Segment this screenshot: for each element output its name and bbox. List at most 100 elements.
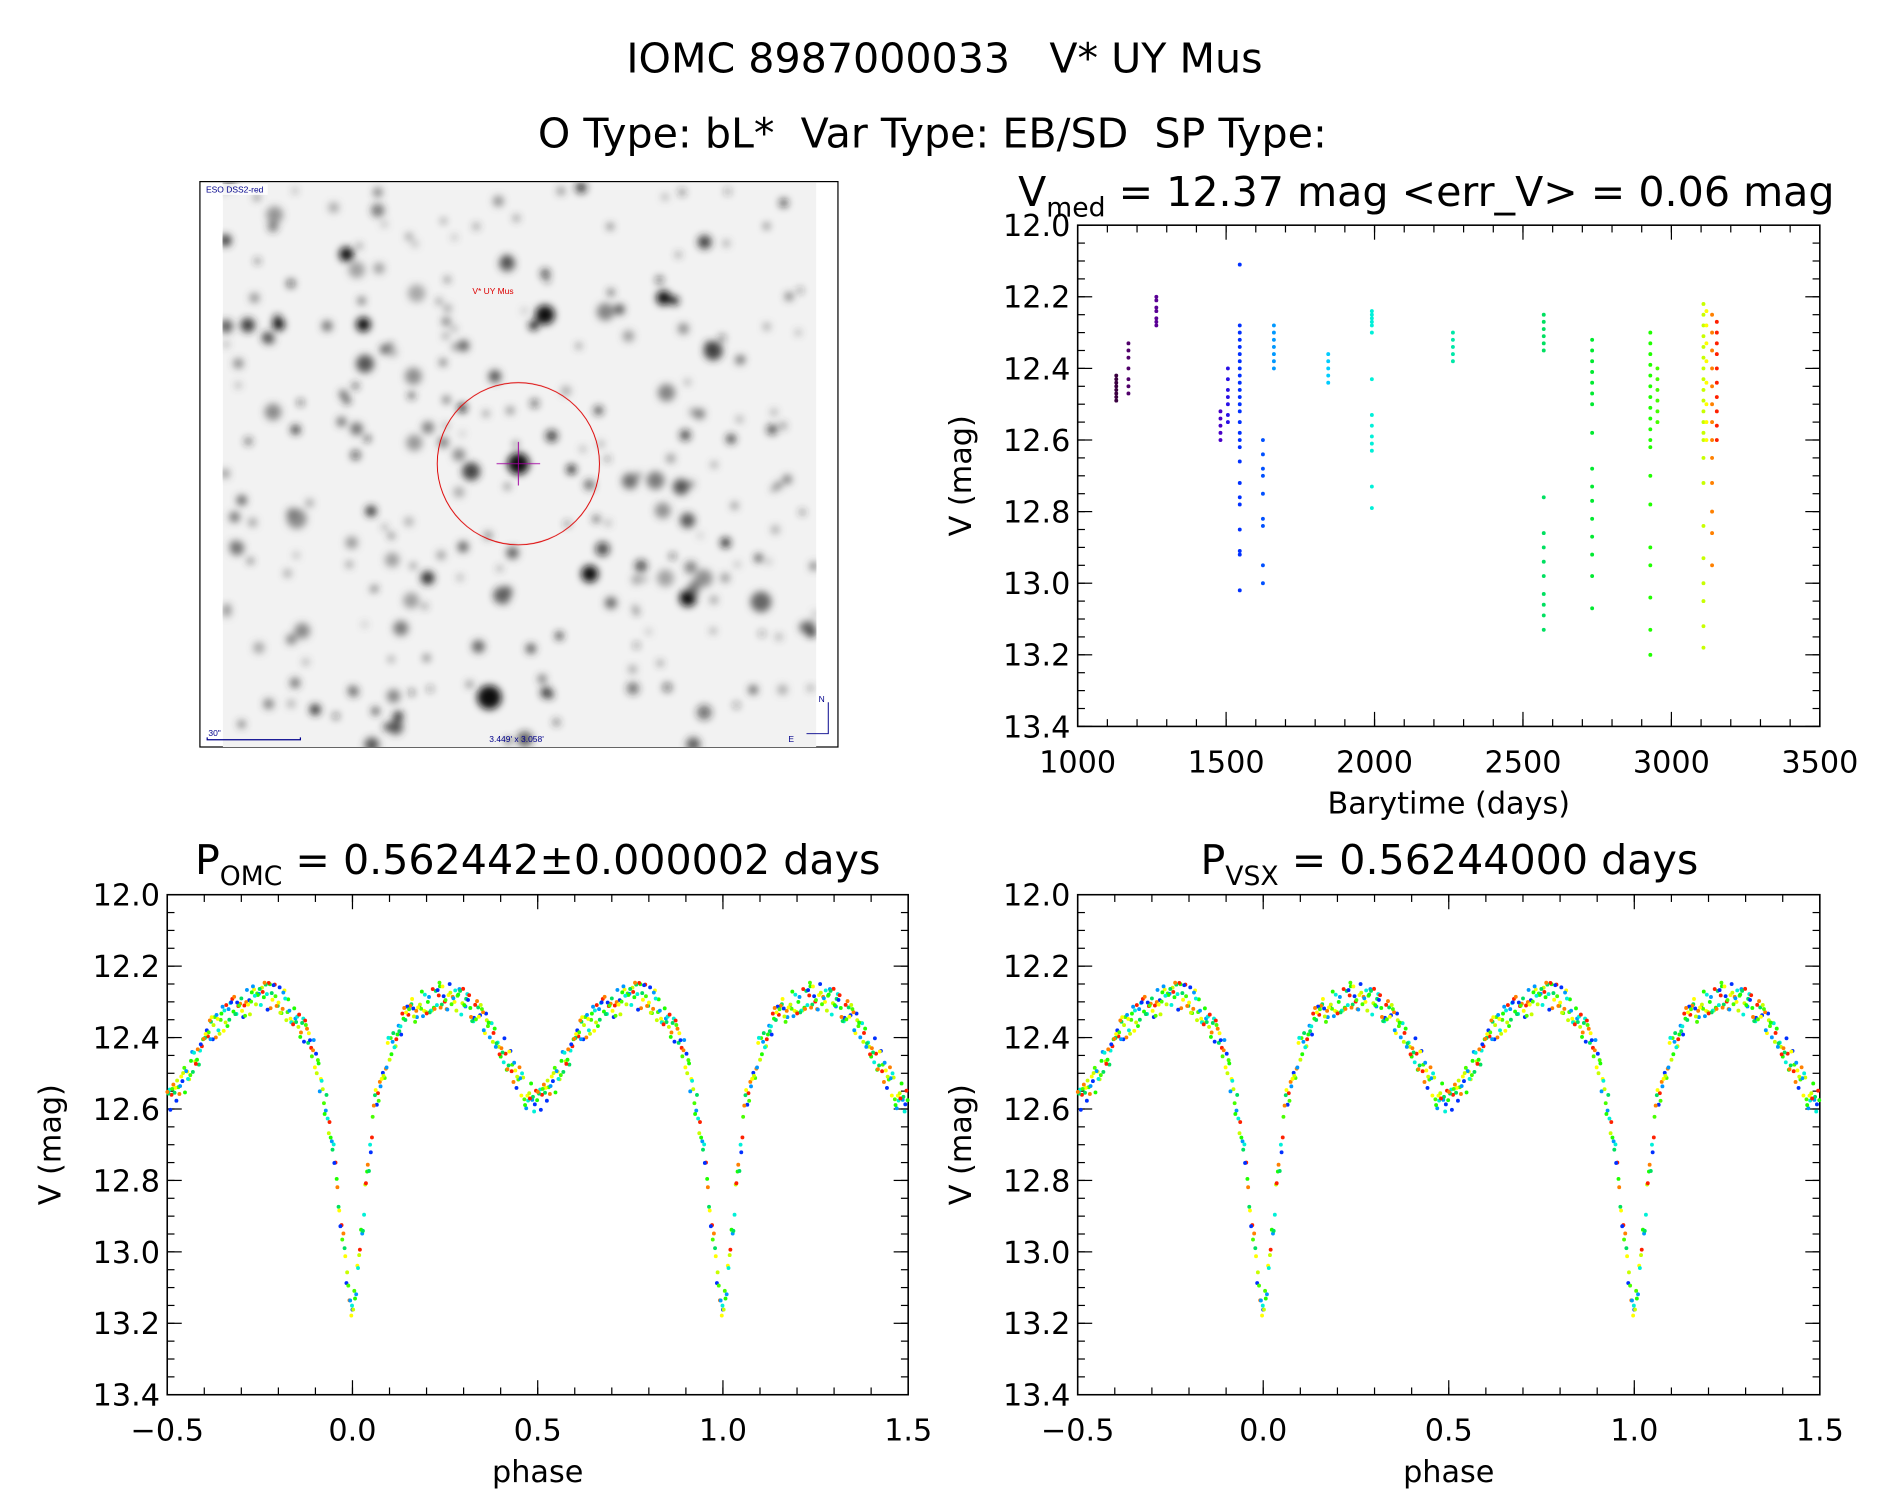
data-point bbox=[1469, 1073, 1474, 1078]
data-point bbox=[736, 1162, 741, 1167]
data-point bbox=[618, 1012, 623, 1017]
star-blob bbox=[410, 563, 416, 569]
star-blob bbox=[506, 738, 512, 744]
data-point bbox=[1155, 987, 1160, 992]
star-blob bbox=[583, 479, 595, 491]
data-point bbox=[854, 1011, 859, 1016]
data-point bbox=[1272, 1212, 1277, 1217]
data-point bbox=[592, 1028, 597, 1033]
data-point bbox=[303, 1018, 308, 1023]
star-blob bbox=[607, 288, 615, 296]
data-point bbox=[1278, 1142, 1283, 1147]
data-point bbox=[1373, 1003, 1378, 1008]
data-point bbox=[1384, 1002, 1389, 1007]
data-point bbox=[1460, 1074, 1465, 1079]
star-blob bbox=[286, 634, 297, 645]
star-blob bbox=[384, 552, 400, 568]
data-point bbox=[843, 1002, 848, 1007]
data-point bbox=[659, 1016, 663, 1021]
data-point bbox=[1126, 341, 1131, 346]
data-point bbox=[1237, 373, 1242, 378]
data-point bbox=[1287, 1098, 1292, 1103]
data-point bbox=[1237, 359, 1242, 364]
data-point bbox=[1369, 441, 1374, 446]
data-point bbox=[746, 1091, 751, 1096]
star-blob bbox=[506, 406, 514, 415]
star-blob bbox=[614, 304, 625, 315]
data-point bbox=[1516, 1000, 1521, 1005]
data-point bbox=[756, 1035, 761, 1040]
data-point bbox=[1087, 1092, 1092, 1096]
star-blob bbox=[451, 343, 459, 351]
data-point bbox=[680, 1054, 685, 1059]
data-point bbox=[427, 995, 431, 999]
compass-icon bbox=[806, 702, 829, 735]
data-point bbox=[1130, 1011, 1134, 1016]
data-point bbox=[300, 1021, 305, 1025]
data-point bbox=[1193, 996, 1198, 1001]
data-point bbox=[1369, 484, 1374, 489]
data-point bbox=[1237, 549, 1242, 553]
star-blob bbox=[680, 512, 696, 528]
y-tick-label: 12.8 bbox=[1003, 496, 1070, 531]
data-point bbox=[678, 1038, 683, 1043]
data-point bbox=[1282, 1103, 1287, 1108]
data-point bbox=[1493, 1023, 1498, 1028]
data-point bbox=[1580, 1034, 1584, 1039]
star-blob bbox=[352, 382, 359, 390]
data-point bbox=[605, 1000, 610, 1005]
data-point bbox=[368, 1142, 373, 1147]
data-point bbox=[1703, 1014, 1707, 1019]
data-point bbox=[1260, 491, 1265, 496]
data-point bbox=[1369, 316, 1374, 321]
data-point bbox=[715, 1270, 720, 1275]
data-point bbox=[1237, 387, 1242, 392]
data-point bbox=[1475, 1061, 1480, 1066]
data-point bbox=[847, 1014, 852, 1019]
data-point bbox=[500, 1050, 505, 1055]
star-blob bbox=[657, 660, 664, 667]
data-point bbox=[1102, 1050, 1107, 1055]
data-point bbox=[1182, 983, 1187, 988]
star-blob bbox=[502, 597, 509, 605]
data-point bbox=[1620, 1224, 1625, 1229]
star-blob bbox=[779, 421, 787, 430]
data-point bbox=[812, 994, 817, 999]
data-point bbox=[456, 992, 461, 997]
data-point bbox=[1541, 312, 1546, 317]
data-point bbox=[190, 1069, 195, 1074]
data-point bbox=[1221, 1048, 1226, 1053]
data-point bbox=[1656, 1102, 1661, 1107]
data-point bbox=[459, 1012, 464, 1017]
data-point bbox=[211, 1023, 216, 1028]
data-point bbox=[741, 1114, 746, 1119]
data-point bbox=[1107, 1062, 1112, 1067]
data-point bbox=[1306, 1032, 1311, 1037]
data-point bbox=[1114, 377, 1119, 382]
data-point bbox=[1325, 1008, 1330, 1013]
star-blob bbox=[506, 546, 519, 559]
data-point bbox=[1131, 1004, 1136, 1009]
data-point bbox=[1207, 1024, 1212, 1029]
data-point bbox=[365, 1162, 370, 1167]
data-point bbox=[737, 1169, 742, 1173]
star-blob bbox=[364, 737, 380, 747]
data-point bbox=[1414, 1051, 1419, 1056]
data-point bbox=[1154, 319, 1159, 324]
data-point bbox=[1277, 1169, 1282, 1173]
data-point bbox=[891, 1075, 896, 1080]
data-point bbox=[1547, 1007, 1552, 1012]
star-blob bbox=[669, 553, 676, 559]
star-blob bbox=[597, 440, 604, 448]
data-point bbox=[1237, 502, 1242, 507]
star-blob bbox=[247, 557, 254, 564]
data-point bbox=[1297, 1035, 1302, 1040]
data-point bbox=[1473, 1050, 1478, 1055]
data-point bbox=[761, 1039, 766, 1044]
data-point bbox=[1653, 1103, 1658, 1108]
data-point bbox=[1143, 1012, 1148, 1017]
data-point bbox=[783, 1019, 788, 1024]
data-point bbox=[823, 988, 828, 993]
star-blob bbox=[784, 292, 794, 301]
data-point bbox=[856, 1024, 861, 1029]
